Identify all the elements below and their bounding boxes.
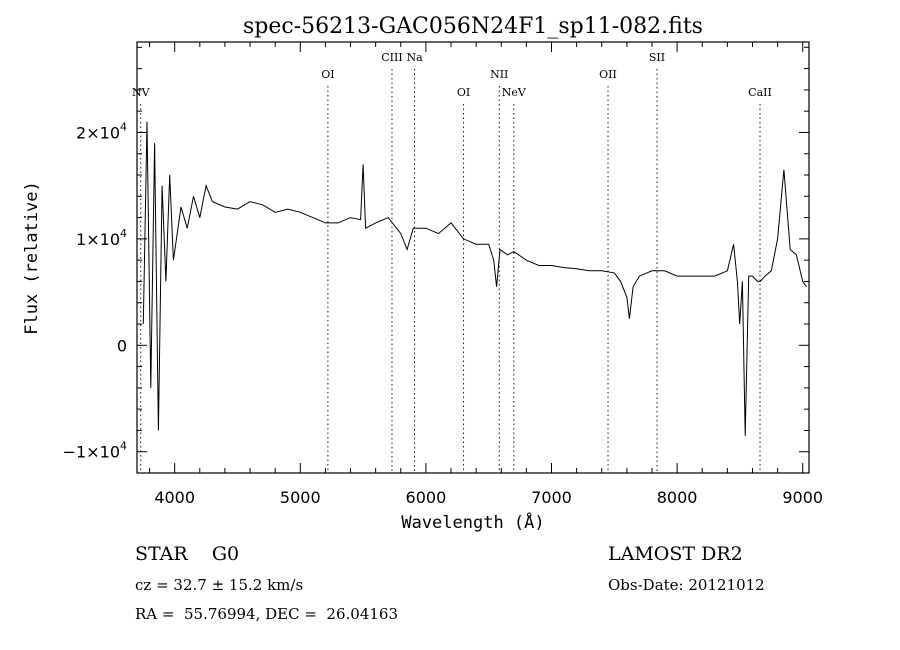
x-tick-label: 6000: [406, 488, 447, 507]
spectral-line-label: SII: [649, 51, 665, 64]
x-tick-labels: 4000 5000 6000 7000 8000 9000: [154, 488, 823, 507]
y-tick-label: 1×104: [76, 227, 127, 249]
x-tick-label: 4000: [154, 488, 195, 507]
spectral-line-label: Na: [406, 51, 423, 64]
y-tick-label: −1×104: [63, 440, 127, 462]
spectral-line-label: CIII: [381, 51, 402, 64]
spectral-line-label: NII: [490, 68, 508, 81]
y-tick-labels: −1×104 0 1×104 2×104: [63, 120, 127, 461]
redshift-cz: cz = 32.7 ± 15.2 km/s: [135, 576, 303, 594]
obs-date: Obs-Date: 20121012: [608, 576, 765, 594]
x-tick-label: 9000: [782, 488, 823, 507]
x-tick-label: 8000: [657, 488, 698, 507]
x-axis-label: Wavelength (Å): [401, 511, 544, 533]
y-axis-label: Flux (relative): [22, 181, 42, 335]
plot-frame: [136, 41, 810, 474]
spectral-line-markers: NV OI CIII Na OI NII NeV OII SII CaII: [132, 51, 772, 473]
y-tick-label: 2×104: [76, 120, 127, 142]
chart-title: spec-56213-GAC056N24F1_sp11-082.fits: [243, 14, 703, 39]
survey-name: LAMOST DR2: [608, 543, 743, 565]
ra-dec: RA = 55.76994, DEC = 26.04163: [135, 605, 398, 623]
spectral-line-label: NeV: [502, 86, 527, 99]
spectral-line-label: OI: [457, 86, 470, 99]
x-tick-label: 7000: [531, 488, 572, 507]
y-tick-label: 0: [117, 336, 127, 355]
spectral-line-label: OII: [599, 68, 617, 81]
axis-ticks: [137, 42, 809, 474]
spectral-line-label: NV: [132, 86, 151, 99]
spectral-line-label: CaII: [748, 86, 772, 99]
x-tick-label: 5000: [280, 488, 321, 507]
spectral-line-label: OI: [321, 68, 334, 81]
classification: STAR G0: [135, 543, 239, 565]
spectrum-line: [142, 121, 807, 436]
